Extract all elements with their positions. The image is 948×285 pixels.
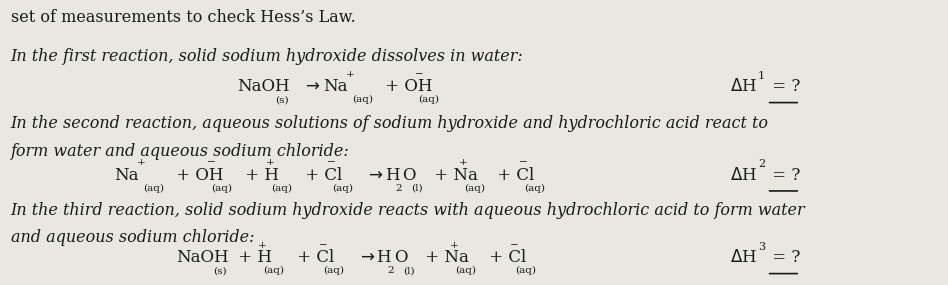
Text: (aq): (aq) bbox=[516, 266, 537, 275]
Text: H: H bbox=[376, 249, 391, 266]
Text: (aq): (aq) bbox=[271, 184, 292, 193]
Text: In the first reaction, solid sodium hydroxide dissolves in water:: In the first reaction, solid sodium hydr… bbox=[10, 48, 523, 66]
Text: + Cl: + Cl bbox=[300, 167, 342, 184]
Text: In the third reaction, solid sodium hydroxide reacts with aqueous hydrochloric a: In the third reaction, solid sodium hydr… bbox=[10, 202, 805, 219]
Text: (l): (l) bbox=[404, 266, 415, 275]
Text: (aq): (aq) bbox=[333, 184, 354, 193]
Text: set of measurements to check Hess’s Law.: set of measurements to check Hess’s Law. bbox=[10, 9, 356, 26]
Text: −: − bbox=[207, 158, 215, 167]
Text: + OH: + OH bbox=[380, 78, 432, 95]
Text: (aq): (aq) bbox=[418, 95, 440, 104]
Text: (aq): (aq) bbox=[524, 184, 545, 193]
Text: (aq): (aq) bbox=[352, 95, 373, 104]
Text: (aq): (aq) bbox=[323, 266, 344, 275]
Text: $\rightarrow$: $\rightarrow$ bbox=[352, 249, 379, 266]
Text: +: + bbox=[346, 70, 355, 79]
Text: O: O bbox=[394, 249, 408, 266]
Text: Na: Na bbox=[115, 167, 138, 184]
Text: $\Delta$H: $\Delta$H bbox=[730, 167, 757, 184]
Text: NaOH: NaOH bbox=[175, 249, 228, 266]
Text: (aq): (aq) bbox=[143, 184, 164, 193]
Text: 1: 1 bbox=[757, 70, 765, 81]
Text: +: + bbox=[265, 158, 274, 167]
Text: and aqueous sodium chloride:: and aqueous sodium chloride: bbox=[10, 229, 254, 247]
Text: −: − bbox=[510, 241, 519, 250]
Text: −: − bbox=[327, 158, 336, 167]
Text: H: H bbox=[385, 167, 400, 184]
Text: + H: + H bbox=[240, 167, 279, 184]
Text: (s): (s) bbox=[212, 266, 227, 275]
Text: 2: 2 bbox=[757, 159, 765, 169]
Text: + H: + H bbox=[233, 249, 272, 266]
Text: −: − bbox=[519, 158, 527, 167]
Text: = ?: = ? bbox=[767, 78, 800, 95]
Text: $\rightarrow$: $\rightarrow$ bbox=[360, 167, 388, 184]
Text: 3: 3 bbox=[757, 241, 765, 252]
Text: (aq): (aq) bbox=[211, 184, 232, 193]
Text: (aq): (aq) bbox=[263, 266, 283, 275]
Text: 2: 2 bbox=[387, 266, 393, 275]
Text: (l): (l) bbox=[411, 184, 423, 193]
Text: $\Delta$H: $\Delta$H bbox=[730, 78, 757, 95]
Text: +: + bbox=[137, 158, 146, 167]
Text: (aq): (aq) bbox=[455, 266, 477, 275]
Text: $\Delta$H: $\Delta$H bbox=[730, 249, 757, 266]
Text: (s): (s) bbox=[275, 95, 289, 104]
Text: +: + bbox=[450, 241, 459, 250]
Text: O: O bbox=[402, 167, 415, 184]
Text: −: − bbox=[319, 241, 328, 250]
Text: NaOH: NaOH bbox=[237, 78, 290, 95]
Text: +: + bbox=[459, 158, 467, 167]
Text: + Na: + Na bbox=[429, 167, 478, 184]
Text: + Cl: + Cl bbox=[492, 167, 535, 184]
Text: + Cl: + Cl bbox=[483, 249, 526, 266]
Text: = ?: = ? bbox=[767, 249, 800, 266]
Text: (aq): (aq) bbox=[465, 184, 485, 193]
Text: 2: 2 bbox=[395, 184, 402, 193]
Text: −: − bbox=[415, 70, 424, 79]
Text: $\rightarrow$: $\rightarrow$ bbox=[297, 78, 325, 95]
Text: +: + bbox=[258, 241, 266, 250]
Text: + Na: + Na bbox=[420, 249, 469, 266]
Text: In the second reaction, aqueous solutions of sodium hydroxide and hydrochloric a: In the second reaction, aqueous solution… bbox=[10, 115, 769, 133]
Text: + Cl: + Cl bbox=[292, 249, 334, 266]
Text: Na: Na bbox=[322, 78, 347, 95]
Text: = ?: = ? bbox=[767, 167, 800, 184]
Text: form water and aqueous sodium chloride:: form water and aqueous sodium chloride: bbox=[10, 142, 349, 160]
Text: + OH: + OH bbox=[172, 167, 224, 184]
